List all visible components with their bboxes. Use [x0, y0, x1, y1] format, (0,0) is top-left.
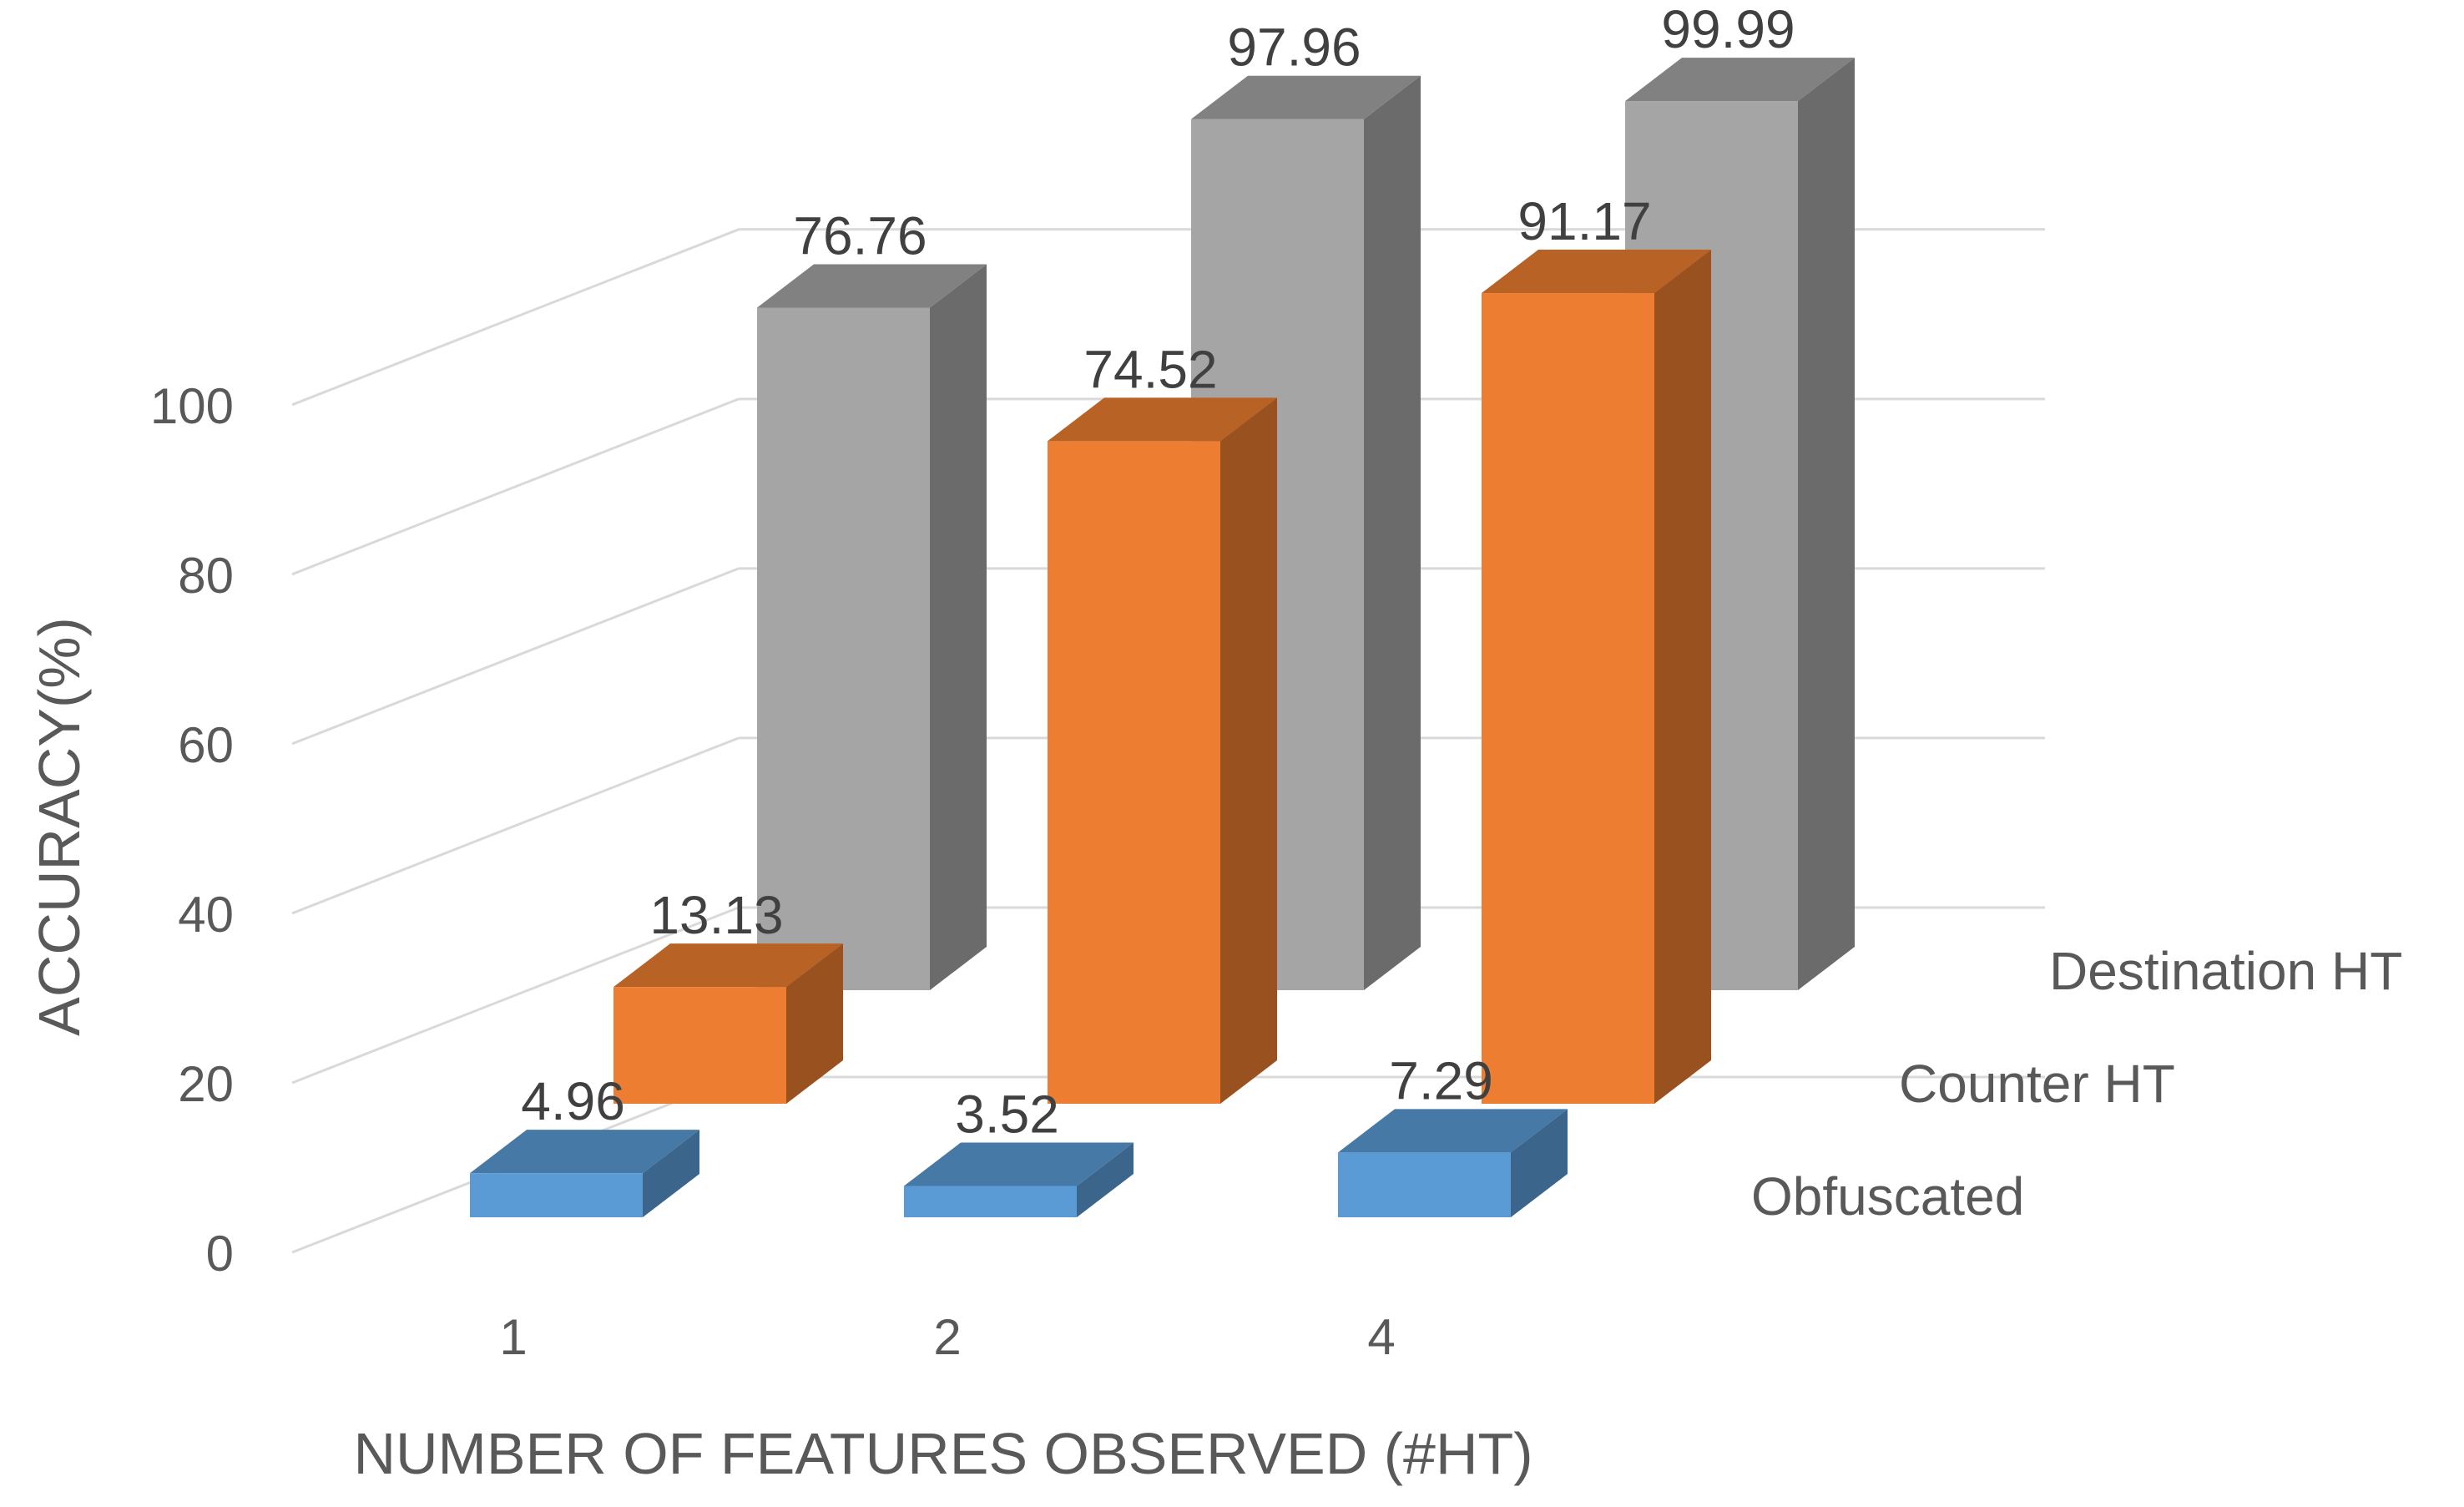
- bar-counter-ht-2: 74.52: [1048, 339, 1277, 1104]
- bar-top: [1625, 58, 1855, 102]
- y-tick-label: 80: [178, 548, 234, 604]
- x-tick-label: 2: [933, 1309, 961, 1365]
- data-label: 76.76: [793, 206, 927, 266]
- bar-front: [1048, 441, 1220, 1104]
- bar-side: [786, 943, 843, 1104]
- bar-side: [1077, 1142, 1134, 1217]
- data-label: 74.52: [1083, 339, 1217, 399]
- data-label: 99.99: [1661, 0, 1795, 59]
- x-axis-title: NUMBER OF FEATURES OBSERVED (#HT): [353, 1421, 1532, 1486]
- y-tick-label: 20: [178, 1056, 234, 1112]
- bar-destination-ht-1: 76.76: [757, 206, 987, 991]
- series-labels: Obfuscated Counter HT Destination HT: [1751, 941, 2402, 1226]
- bar-front: [1338, 1152, 1511, 1217]
- bar-side: [643, 1130, 699, 1217]
- data-label: 13.13: [649, 885, 783, 945]
- gridline-side: [291, 906, 740, 1085]
- bar-top: [613, 943, 843, 988]
- bar-side: [1364, 75, 1421, 991]
- data-label: 97.96: [1227, 18, 1361, 78]
- bar-top: [1191, 75, 1421, 119]
- bar-counter-ht-4: 91.17: [1482, 191, 1711, 1104]
- bar-top: [1048, 397, 1277, 442]
- gridline-side: [291, 228, 740, 407]
- bar-counter-ht-1: 13.13: [613, 885, 843, 1104]
- bar-side: [930, 264, 987, 991]
- x-axis-ticks: 1 2 4: [499, 1309, 1395, 1365]
- data-label: 4.96: [521, 1071, 625, 1131]
- gridline-side: [291, 736, 740, 915]
- gridline-side: [291, 567, 740, 746]
- x-tick-label: 4: [1367, 1309, 1395, 1365]
- series-label: Destination HT: [2049, 941, 2402, 1001]
- bar-front: [1482, 293, 1654, 1104]
- bar-top: [757, 264, 987, 308]
- bar-top: [1338, 1109, 1568, 1153]
- bars: 76.76 97.96 99.99 13.13 74.52 91.17 4.96 3.52 7.…: [470, 0, 1855, 1217]
- bar-top: [470, 1130, 699, 1174]
- bar-obfuscated-2: 3.52: [904, 1085, 1134, 1217]
- data-label: 3.52: [955, 1085, 1059, 1145]
- series-label: Counter HT: [1899, 1054, 2175, 1114]
- bar-obfuscated-1: 4.96: [470, 1071, 699, 1217]
- y-tick-label: 100: [150, 378, 234, 434]
- bar-front: [613, 987, 786, 1104]
- series-label: Obfuscated: [1751, 1166, 2024, 1226]
- y-axis-title: ACCURACY(%): [27, 617, 92, 1036]
- bar-obfuscated-4: 7.29: [1338, 1050, 1568, 1217]
- bar-side: [1654, 250, 1711, 1104]
- bar-side: [1511, 1109, 1568, 1217]
- y-tick-label: 60: [178, 717, 234, 773]
- x-tick-label: 1: [499, 1309, 527, 1365]
- bar-front: [904, 1186, 1077, 1217]
- bar-front: [470, 1173, 643, 1217]
- y-tick-label: 40: [178, 887, 234, 943]
- y-tick-label: 0: [206, 1226, 234, 1282]
- bar-side: [1798, 58, 1855, 991]
- y-axis-ticks: 0 20 40 60 80 100: [150, 378, 234, 1282]
- gridline-side: [291, 397, 740, 576]
- bar-top: [1482, 250, 1711, 294]
- data-label: 7.29: [1389, 1050, 1493, 1110]
- bar-front: [757, 307, 930, 991]
- bar-top: [904, 1142, 1134, 1186]
- data-label: 91.17: [1517, 191, 1651, 251]
- bar-side: [1220, 397, 1277, 1104]
